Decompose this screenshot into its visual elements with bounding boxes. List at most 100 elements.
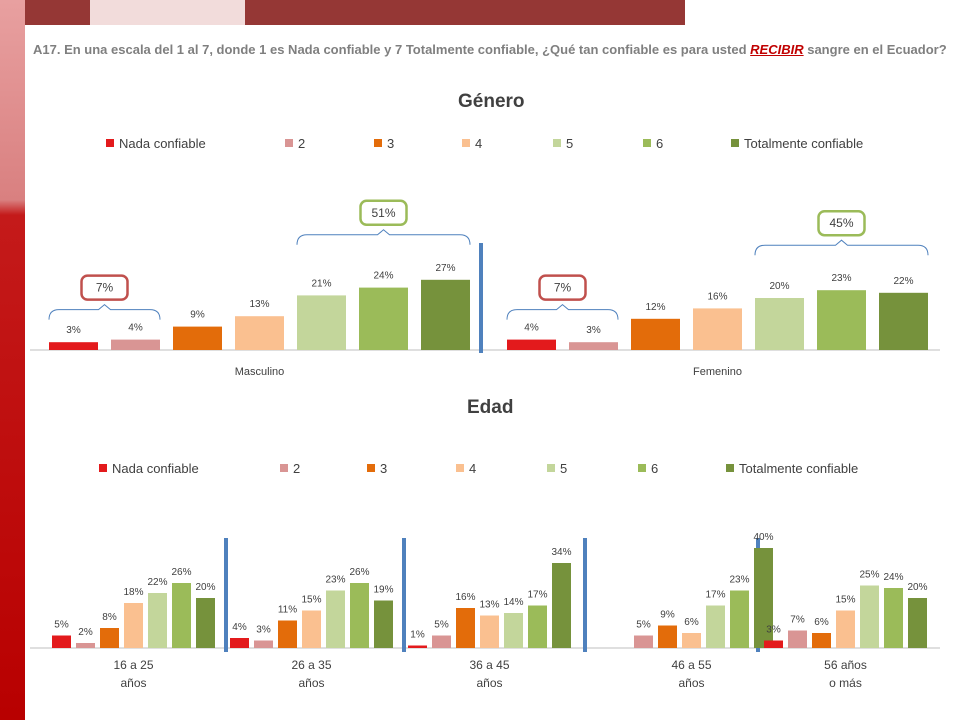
data-label-16-a-25-anos-3: 8% [102, 612, 117, 623]
callout-box [359, 199, 408, 227]
callout-brace [506, 303, 619, 320]
bar-36-a-45-anos-3 [456, 608, 475, 648]
bar-46-a-55-anos-5 [706, 605, 725, 648]
data-label-femenino-totalmente-confiable: 22% [893, 276, 913, 287]
category-label-36-a-45-anos-line1: 36 a 45 [469, 658, 509, 672]
legend-item-totalmente-confiable: Totalmente confiable [731, 136, 863, 151]
callout-brace [296, 229, 471, 245]
bar-femenino-totalmente-confiable [879, 292, 928, 350]
legend-label: Nada confiable [112, 461, 199, 476]
category-label-56-anos-o-mas-line1: 56 años [824, 658, 867, 672]
category-label-46-a-55-anos-line2: años [678, 676, 704, 690]
legend-swatch [462, 139, 470, 147]
data-label-masculino-6: 24% [373, 271, 393, 282]
data-label-36-a-45-anos-totalmente-confiable: 34% [551, 547, 571, 558]
data-label-36-a-45-anos-4: 13% [479, 600, 499, 611]
data-label-16-a-25-anos-5: 22% [147, 577, 167, 588]
bar-femenino-3 [631, 318, 680, 350]
callout-label-masculino-low: 7% [96, 281, 114, 295]
bar-56-anos-o-mas-6 [884, 588, 903, 648]
bar-16-a-25-anos-5 [148, 593, 167, 648]
legend-label: 5 [566, 136, 574, 151]
bar-36-a-45-anos-2 [432, 635, 451, 648]
bar-femenino-6 [817, 290, 866, 350]
bar-masculino-totalmente-confiable [421, 279, 470, 350]
legend-item-2: 2 [285, 136, 305, 151]
legend-label: Totalmente confiable [744, 136, 864, 151]
data-label-masculino-nada-confiable: 3% [66, 325, 81, 336]
data-label-16-a-25-anos-totalmente-confiable: 20% [195, 582, 215, 593]
bar-26-a-35-anos-2 [254, 640, 273, 648]
legend-label: 2 [298, 136, 306, 151]
data-label-46-a-55-anos-totalmente-confiable: 40% [753, 532, 773, 543]
data-label-36-a-45-anos-5: 14% [503, 597, 523, 608]
data-label-36-a-45-anos-nada-confiable: 1% [410, 630, 425, 641]
bar-16-a-25-anos-totalmente-confiable [196, 598, 215, 648]
bar-36-a-45-anos-nada-confiable [408, 645, 427, 648]
bar-masculino-nada-confiable [49, 342, 98, 350]
chart-title-genero: Género [458, 91, 525, 112]
bar-36-a-45-anos-totalmente-confiable [552, 563, 571, 648]
data-label-26-a-35-anos-5: 23% [325, 575, 345, 586]
data-label-46-a-55-anos-6: 23% [729, 575, 749, 586]
legend-item-5: 5 [553, 136, 573, 151]
category-label-16-a-25-anos-line2: años [120, 676, 146, 690]
category-label-femenino: Femenino [693, 366, 742, 378]
legend-item-nada-confiable: Nada confiable [106, 136, 206, 151]
bar-femenino-2 [569, 342, 618, 350]
category-label-26-a-35-anos-line2: años [298, 676, 324, 690]
data-label-femenino-3: 12% [645, 302, 665, 313]
top-decor-band-1 [25, 0, 90, 25]
category-label-16-a-25-anos-line1: 16 a 25 [113, 658, 153, 672]
data-label-26-a-35-anos-6: 26% [349, 567, 369, 578]
legend-swatch [285, 139, 293, 147]
legend-label: Totalmente confiable [739, 461, 859, 476]
category-label-56-anos-o-mas-line2: o más [829, 676, 862, 690]
data-label-femenino-4: 16% [707, 291, 727, 302]
question-emphasis: RECIBIR [750, 42, 804, 57]
data-label-masculino-2: 4% [128, 323, 143, 334]
legend-swatch [731, 139, 739, 147]
data-label-masculino-5: 21% [311, 278, 331, 289]
bar-56-anos-o-mas-5 [860, 585, 879, 648]
bar-femenino-4 [693, 308, 742, 350]
legend-item-nada-confiable: Nada confiable [99, 461, 199, 476]
data-label-56-anos-o-mas-3: 6% [814, 617, 829, 628]
data-label-masculino-4: 13% [249, 299, 269, 310]
callout-brace [48, 303, 161, 320]
legend-swatch [553, 139, 561, 147]
bar-46-a-55-anos-2 [634, 635, 653, 648]
bar-56-anos-o-mas-nada-confiable [764, 640, 783, 648]
bar-46-a-55-anos-3 [658, 625, 677, 648]
data-label-16-a-25-anos-2: 2% [78, 627, 93, 638]
bar-56-anos-o-mas-3 [812, 633, 831, 648]
bar-16-a-25-anos-4 [124, 603, 143, 648]
category-label-36-a-45-anos-line2: años [476, 676, 502, 690]
legend-item-6: 6 [643, 136, 663, 151]
legend-item-totalmente-confiable: Totalmente confiable [726, 461, 858, 476]
legend-label: 4 [475, 136, 483, 151]
data-label-46-a-55-anos-3: 9% [660, 610, 675, 621]
legend-label: 6 [651, 461, 659, 476]
data-label-femenino-nada-confiable: 4% [524, 323, 539, 334]
data-label-femenino-6: 23% [831, 273, 851, 284]
data-label-56-anos-o-mas-2: 7% [790, 615, 805, 626]
bar-masculino-4 [235, 316, 284, 350]
legend-label: 3 [380, 461, 388, 476]
left-decor-band [0, 0, 25, 720]
legend-label: 3 [387, 136, 395, 151]
data-label-femenino-2: 3% [586, 325, 601, 336]
bar-femenino-5 [755, 298, 804, 350]
bar-16-a-25-anos-6 [172, 583, 191, 648]
data-label-56-anos-o-mas-4: 15% [835, 595, 855, 606]
bar-56-anos-o-mas-totalmente-confiable [908, 598, 927, 648]
data-label-26-a-35-anos-2: 3% [256, 625, 271, 636]
legend-swatch [547, 464, 555, 472]
legend-label: 4 [469, 461, 477, 476]
bar-16-a-25-anos-3 [100, 628, 119, 648]
data-label-masculino-3: 9% [190, 310, 205, 321]
top-decor-band-2 [90, 0, 245, 25]
callout-box [80, 274, 129, 301]
bar-16-a-25-anos-2 [76, 643, 95, 648]
data-label-56-anos-o-mas-6: 24% [883, 572, 903, 583]
